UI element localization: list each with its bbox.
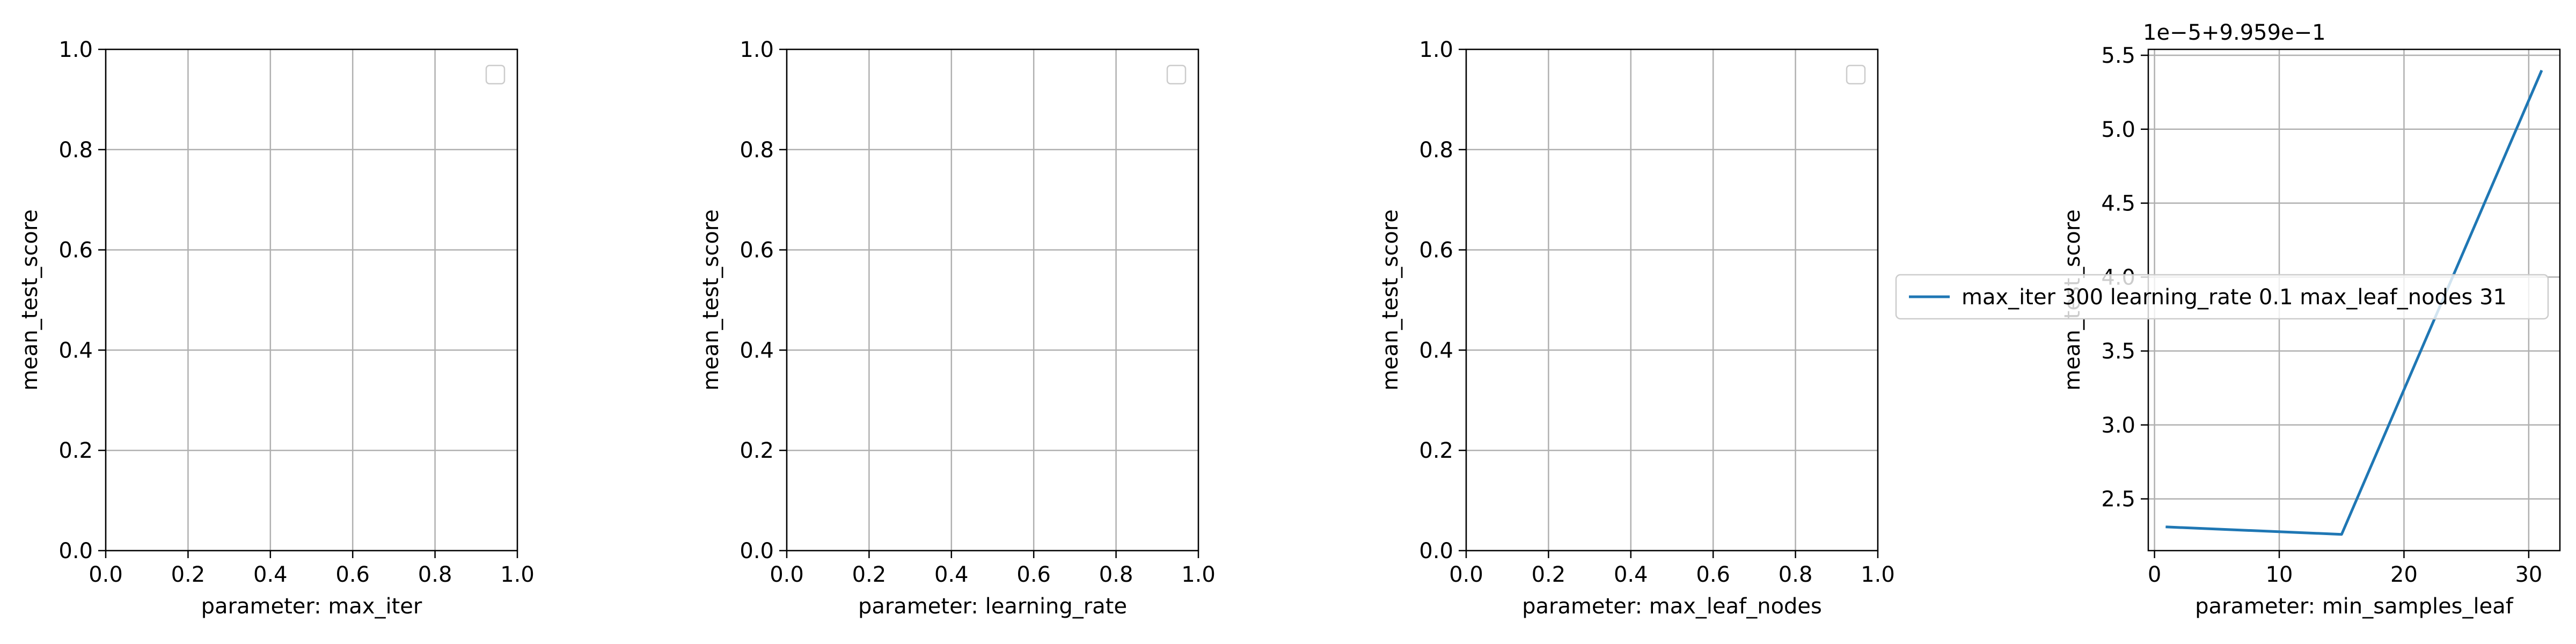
legend: max_iter 300 learning_rate 0.1 max_leaf_…	[1895, 274, 2549, 320]
y-tick-label: 1.0	[58, 38, 93, 62]
x-tick-label: 1.0	[1861, 562, 1895, 587]
x-tick-label: 0.2	[852, 562, 887, 587]
y-tick-label: 0.6	[740, 238, 774, 263]
x-axis-label: parameter: max_leaf_nodes	[1522, 594, 1822, 619]
y-tick-label: 0.8	[58, 138, 93, 163]
x-tick-label: 0.8	[418, 562, 452, 587]
y-tick-label: 3.0	[2101, 413, 2135, 438]
y-tick-label: 0.4	[740, 338, 774, 363]
y-offset-label: 1e−5+9.959e−1	[2143, 20, 2326, 45]
x-tick-label: 0.4	[934, 562, 969, 587]
x-tick-label: 0.0	[770, 562, 804, 587]
y-tick-label: 1.0	[740, 38, 774, 62]
y-tick-label: 3.5	[2101, 339, 2135, 364]
y-tick-label: 0.8	[1419, 138, 1453, 163]
y-tick-label: 5.5	[2101, 43, 2135, 68]
y-tick-label: 0.4	[1419, 338, 1453, 363]
y-tick-label: 4.5	[2101, 192, 2135, 216]
x-tick-label: 0.8	[1099, 562, 1133, 587]
subplot-3: 0.0 0.2 0.4 0.6 0.8 1.0 0.0 0.2 0.4 0.6 0.8 1.0 para…	[1378, 38, 1895, 619]
x-tick-label: 0	[2148, 562, 2161, 587]
y-tick-label: 0.2	[740, 438, 774, 463]
axes-frame	[105, 48, 518, 552]
subplot-2: 0.0 0.2 0.4 0.6 0.8 1.0 0.0 0.2 0.4 0.6 0.8 1.0 para…	[699, 38, 1216, 619]
y-tick-label: 0.6	[58, 238, 93, 263]
axes-frame	[786, 48, 1199, 552]
y-axis-label: mean_test_score	[699, 209, 723, 391]
y-axis-label: mean_test_score	[1378, 209, 1403, 391]
x-tick-label: 0.2	[1532, 562, 1566, 587]
x-tick-label: 0.8	[1779, 562, 1813, 587]
x-tick-label: 0.4	[1614, 562, 1648, 587]
legend-label: max_iter 300 learning_rate 0.1 max_leaf_…	[1962, 285, 2507, 310]
y-tick-label: 0.4	[58, 338, 93, 363]
x-tick-label: 0.6	[1016, 562, 1051, 587]
series-line-1	[2165, 70, 2543, 536]
x-tick-label: 0.0	[89, 562, 123, 587]
y-axis-label: mean_test_score	[18, 209, 42, 391]
y-tick-label: 2.5	[2101, 487, 2135, 512]
x-tick-label: 0.6	[335, 562, 370, 587]
y-tick-label: 0.2	[1419, 438, 1453, 463]
y-tick-label: 0.0	[58, 539, 93, 564]
x-tick-label: 1.0	[500, 562, 535, 587]
x-axis-label: parameter: max_iter	[201, 594, 422, 619]
x-tick-label: 0.0	[1449, 562, 1483, 587]
legend-box-empty	[1166, 64, 1187, 85]
x-tick-label: 30	[2515, 562, 2542, 587]
y-tick-label: 0.0	[740, 539, 774, 564]
y-tick-label: 5.0	[2101, 118, 2135, 142]
y-tick-label: 0.6	[1419, 238, 1453, 263]
x-tick-label: 0.6	[1696, 562, 1730, 587]
legend-frame	[1895, 274, 2549, 320]
x-tick-label: 1.0	[1181, 562, 1216, 587]
y-tick-label: 0.0	[1419, 539, 1453, 564]
x-tick-label: 0.4	[253, 562, 288, 587]
x-tick-label: 20	[2390, 562, 2418, 587]
y-tick-label: 0.2	[58, 438, 93, 463]
legend-box-empty	[1846, 64, 1866, 85]
subplot-1: 0.0 0.2 0.4 0.6 0.8 1.0 0.0 0.2 0.4 0.6 0.8 1.0 para…	[18, 38, 535, 619]
axes-frame	[1465, 48, 1879, 552]
x-tick-label: 10	[2266, 562, 2293, 587]
x-tick-label: 0.2	[171, 562, 206, 587]
y-tick-label: 1.0	[1419, 38, 1453, 62]
legend-box-empty	[485, 64, 506, 85]
y-tick-label: 0.8	[740, 138, 774, 163]
x-axis-label: parameter: learning_rate	[858, 594, 1127, 619]
x-axis-label: parameter: min_samples_leaf	[2195, 594, 2514, 619]
